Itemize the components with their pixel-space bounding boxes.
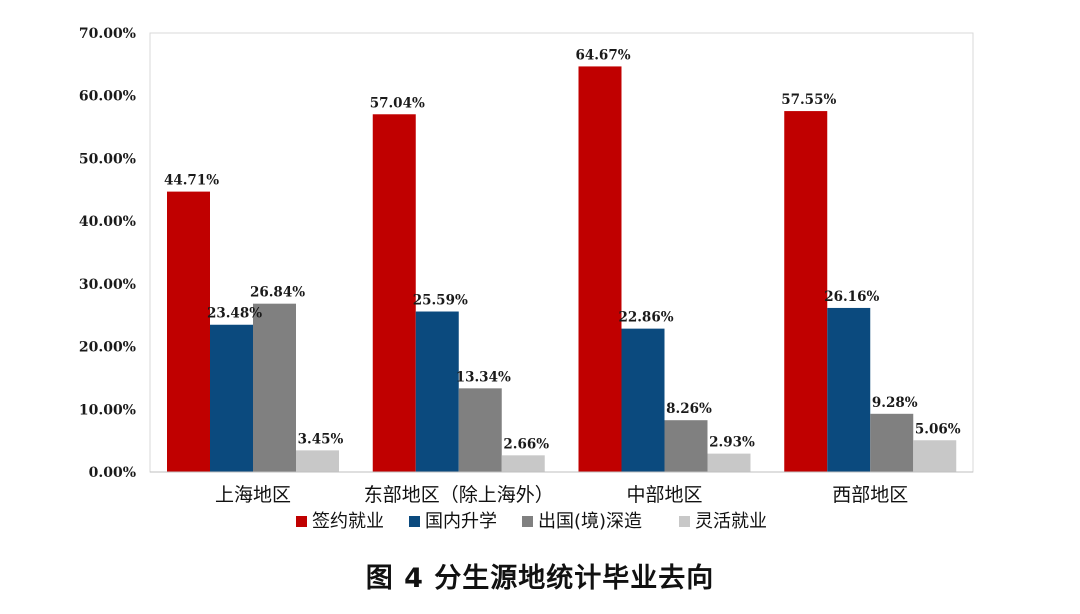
figure-caption: 图 4 分生源地统计毕业去向 xyxy=(365,563,715,594)
legend-swatch xyxy=(409,516,420,527)
bar-2-3 xyxy=(621,328,665,472)
legend-label: 出国(境)深造 xyxy=(538,511,642,532)
legend-swatch xyxy=(522,516,533,527)
data-label: 23.48% xyxy=(207,306,262,322)
bar-3-2 xyxy=(458,388,502,472)
bar-1-2 xyxy=(372,114,416,473)
bar-4-3 xyxy=(707,453,751,472)
data-label: 57.04% xyxy=(370,95,425,111)
bar-4-4 xyxy=(913,440,957,472)
data-label: 8.26% xyxy=(666,401,712,417)
bar-3-4 xyxy=(870,413,914,472)
x-category-label: 上海地区 xyxy=(215,484,291,506)
data-label: 2.66% xyxy=(503,436,549,452)
data-label: 64.67% xyxy=(575,47,630,63)
y-tick-label: 40.00% xyxy=(79,214,136,230)
bar-3-3 xyxy=(664,420,708,472)
data-label: 9.28% xyxy=(872,395,918,411)
legend-swatch xyxy=(296,516,307,527)
data-label: 2.93% xyxy=(709,435,755,451)
legend: 签约就业 国内升学 出国(境)深造 灵活就业 xyxy=(296,511,767,532)
bar-1-1 xyxy=(167,191,210,472)
y-tick-label: 60.00% xyxy=(79,89,136,105)
y-tick-label: 10.00% xyxy=(79,402,136,418)
data-label: 26.84% xyxy=(250,285,305,301)
legend-label: 签约就业 xyxy=(312,511,384,532)
data-label: 57.55% xyxy=(781,92,836,108)
x-category-label: 中部地区 xyxy=(626,484,702,506)
bar-2-4 xyxy=(827,307,871,472)
bars xyxy=(167,66,957,473)
y-tick-label: 0.00% xyxy=(89,465,136,481)
x-category-label: 西部地区 xyxy=(832,484,908,506)
y-tick-label: 20.00% xyxy=(79,340,136,356)
data-label: 5.06% xyxy=(915,421,961,437)
y-tick-label: 30.00% xyxy=(79,277,136,293)
x-category-label: 东部地区（除上海外） xyxy=(364,484,554,506)
chart: 0.00% 10.00% 20.00% 30.00% 40.00% 50.00% 60.00… xyxy=(79,26,974,532)
data-label: 22.86% xyxy=(618,310,673,326)
bar-4-1 xyxy=(296,450,339,472)
bar-1-4 xyxy=(784,111,828,472)
y-axis: 0.00% 10.00% 20.00% 30.00% 40.00% 50.00% 60.00… xyxy=(79,26,136,481)
bar-3-1 xyxy=(253,303,296,472)
data-label: 13.34% xyxy=(456,369,511,385)
bar-2-1 xyxy=(210,324,253,472)
y-tick-label: 70.00% xyxy=(79,26,136,42)
data-label: 44.71% xyxy=(164,173,219,189)
data-label: 26.16% xyxy=(824,289,879,305)
data-label: 3.45% xyxy=(298,431,344,447)
legend-label: 国内升学 xyxy=(425,511,497,532)
data-label: 25.59% xyxy=(413,293,468,309)
legend-label: 灵活就业 xyxy=(695,511,767,532)
data-labels: 44.71% 57.04% 64.67% 57.55% 23.48% 25.59% 22.8… xyxy=(164,47,961,452)
bar-2-2 xyxy=(415,311,459,472)
bar-1-3 xyxy=(578,66,622,473)
x-axis: 上海地区 东部地区（除上海外） 中部地区 西部地区 xyxy=(150,471,973,506)
bar-4-2 xyxy=(501,455,545,472)
legend-swatch xyxy=(679,516,690,527)
y-tick-label: 50.00% xyxy=(79,151,136,167)
